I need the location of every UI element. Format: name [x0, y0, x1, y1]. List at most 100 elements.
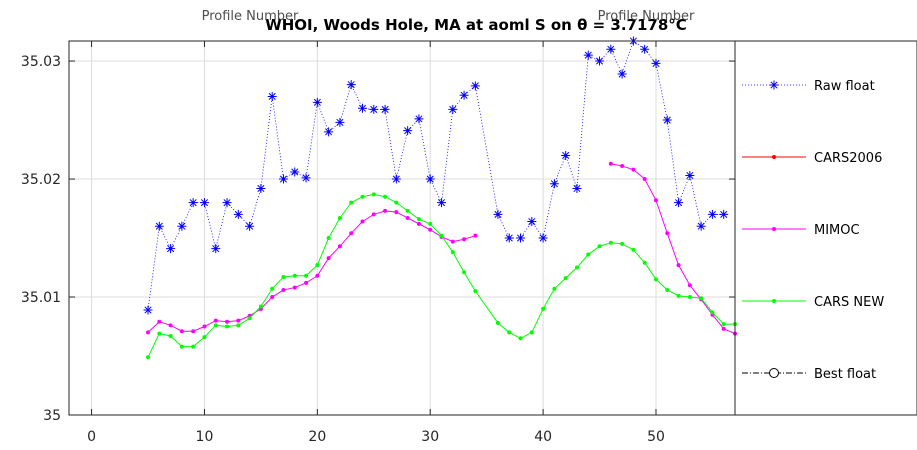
- series-layer: [143, 36, 737, 360]
- raw-float-line: [147, 40, 724, 311]
- legend-marker-best-float: [769, 368, 779, 378]
- cars-new-point: [270, 286, 275, 291]
- mimoc-point: [270, 295, 275, 300]
- cars-new-point: [202, 335, 207, 340]
- cars-new-point: [586, 252, 591, 257]
- chart-title: WHOI, Woods Hole, MA at aoml S on θ = 3.…: [265, 16, 687, 34]
- raw-float-point: [188, 198, 198, 208]
- cars-new-point: [631, 247, 636, 252]
- cars-new-point: [337, 215, 342, 220]
- mimoc-point: [292, 285, 297, 290]
- mimoc-point: [687, 283, 692, 288]
- cars-new-point: [710, 310, 715, 315]
- mimoc-line: [147, 210, 476, 333]
- raw-float-point: [549, 179, 559, 189]
- raw-float-point: [707, 209, 717, 219]
- mimoc-point: [281, 287, 286, 292]
- mimoc-point: [315, 273, 320, 278]
- cars-new-point: [225, 324, 230, 329]
- raw-float-point: [493, 209, 503, 219]
- raw-float-point: [617, 69, 627, 79]
- cars-new-point: [258, 304, 263, 309]
- legend-box: [734, 40, 917, 416]
- legend-label-raw-float: Raw float: [814, 79, 875, 94]
- mimoc-point: [428, 227, 433, 232]
- mimoc-point: [191, 329, 196, 334]
- mimoc-point: [676, 263, 681, 268]
- raw-float-point: [538, 233, 548, 243]
- cars-new-point: [518, 336, 523, 341]
- raw-float-point: [561, 150, 571, 160]
- mimoc-point: [394, 210, 399, 215]
- cars-new-point: [676, 293, 681, 298]
- cars-new-point: [529, 330, 534, 335]
- mimoc-point: [473, 233, 478, 238]
- raw-float-point: [256, 183, 266, 193]
- y-tick-label: 35: [43, 408, 61, 424]
- mimoc-point: [168, 323, 173, 328]
- cars-new-point: [552, 286, 557, 291]
- cars-new-point: [653, 277, 658, 282]
- mimoc-point: [157, 319, 162, 324]
- raw-float-point: [233, 209, 243, 219]
- cars-new-point: [473, 289, 478, 294]
- cars-new-point: [213, 323, 218, 328]
- raw-float-point: [166, 244, 176, 254]
- mimoc-point: [383, 208, 388, 213]
- raw-float-point: [606, 44, 616, 54]
- cars-new-point: [416, 217, 421, 222]
- cars-new-point: [462, 270, 467, 275]
- cars-new-point: [281, 274, 286, 279]
- raw-float-point: [278, 174, 288, 184]
- cars-new-point: [191, 344, 196, 349]
- cars-new-point: [574, 265, 579, 270]
- raw-float-point: [391, 174, 401, 184]
- raw-float-point: [380, 104, 390, 114]
- raw-float-point: [199, 198, 209, 208]
- legend-entry-best-float: Best float: [742, 367, 876, 382]
- legend-label-mimoc: MIMOC: [814, 223, 860, 238]
- mimoc-point: [462, 237, 467, 242]
- raw-float-point: [437, 198, 447, 208]
- raw-float-point: [290, 167, 300, 177]
- mimoc-point: [653, 198, 658, 203]
- raw-float-point: [696, 221, 706, 231]
- plot-frame: [68, 40, 736, 416]
- mimoc-point: [213, 318, 218, 323]
- cars-new-point: [315, 263, 320, 268]
- series-raw-float: [143, 36, 729, 315]
- cars-new-point: [292, 273, 297, 278]
- cars-new-point: [326, 236, 331, 241]
- mimoc-point: [608, 161, 613, 166]
- cars-new-line: [147, 193, 735, 358]
- raw-float-point: [527, 217, 537, 227]
- cars-new-point: [304, 273, 309, 278]
- series-mimoc: [146, 161, 737, 336]
- raw-float-point: [357, 103, 367, 113]
- raw-float-point: [448, 104, 458, 114]
- raw-float-point: [414, 114, 424, 124]
- cars-new-point: [428, 221, 433, 226]
- legend: Raw float CARS2006 MIMOC CARS NEW Best float: [742, 79, 884, 382]
- raw-float-point: [245, 221, 255, 231]
- mimoc-point: [665, 231, 670, 236]
- x-tick-label: 20: [308, 429, 326, 445]
- cars-new-point: [179, 344, 184, 349]
- raw-float-point: [516, 233, 526, 243]
- mimoc-point: [631, 167, 636, 172]
- raw-float-point: [335, 117, 345, 127]
- cars-new-point: [699, 296, 704, 301]
- secondary-axis-label-right: Profile Number: [598, 9, 695, 24]
- mimoc-point: [620, 164, 625, 169]
- cars-new-point: [597, 244, 602, 249]
- cars-new-point: [620, 241, 625, 246]
- cars-new-point: [642, 260, 647, 265]
- cars-new-point: [507, 330, 512, 335]
- mimoc-point: [349, 231, 354, 236]
- cars-new-point: [665, 287, 670, 292]
- raw-float-point: [267, 91, 277, 101]
- mimoc-point: [236, 318, 241, 323]
- mimoc-point: [304, 280, 309, 285]
- mimoc-point: [337, 244, 342, 249]
